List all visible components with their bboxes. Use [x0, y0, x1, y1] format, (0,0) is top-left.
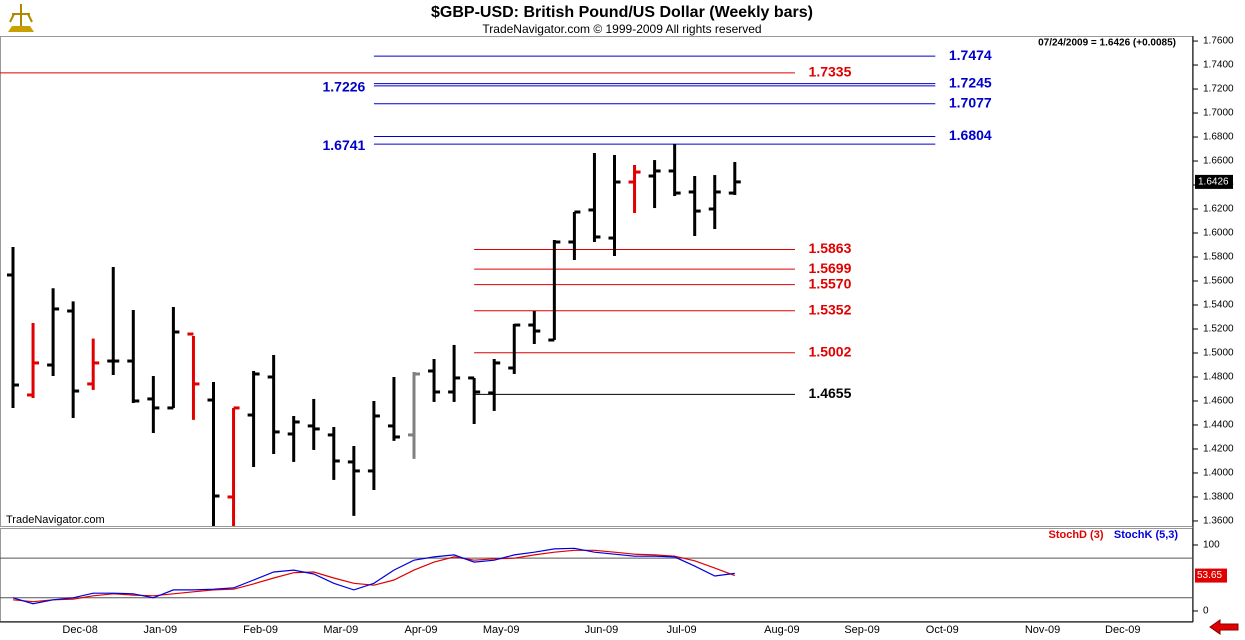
watermark: TradeNavigator.com: [6, 514, 105, 526]
last-value-badge: [1195, 568, 1227, 583]
x-tick-label: Dec-08: [62, 624, 97, 636]
level-label: 1.7474: [949, 47, 992, 63]
legend-entry: StochD (3): [1049, 529, 1104, 541]
x-tick-label: Nov-09: [1025, 624, 1060, 636]
x-tick-label: Jun-09: [585, 624, 619, 636]
x-tick-label: Jul-09: [667, 624, 697, 636]
y-tick-label: 1.3800: [1203, 492, 1234, 503]
level-label: 1.5352: [809, 301, 852, 317]
y-tick-label: 1.6000: [1203, 228, 1234, 239]
level-label: 1.7245: [949, 74, 992, 90]
level-label: 1.6804: [949, 127, 992, 143]
x-tick-label: Oct-09: [926, 624, 959, 636]
y-tick-label: 1.5200: [1203, 324, 1234, 335]
y-tick-label: 1.7200: [1203, 84, 1234, 95]
x-tick-label: Mar-09: [323, 624, 358, 636]
y-tick-label: 1.7000: [1203, 108, 1234, 119]
level-label: 1.5570: [809, 275, 852, 291]
y-tick-label: 1.6800: [1203, 132, 1234, 143]
y-tick-label: 1.4200: [1203, 444, 1234, 455]
legend-entry: StochK (5,3): [1114, 529, 1179, 541]
level-label: 1.5002: [809, 343, 852, 359]
last-price-badge: [1195, 174, 1233, 189]
y-tick-label: 1.7400: [1203, 60, 1234, 71]
y-tick-label: 1.4600: [1203, 396, 1234, 407]
y-tick-label: 100: [1203, 540, 1220, 551]
level-label: 1.7077: [949, 94, 992, 110]
x-tick-label: May-09: [483, 624, 520, 636]
level-label: 1.4655: [809, 385, 852, 401]
x-tick-label: Jan-09: [144, 624, 178, 636]
x-tick-label: Apr-09: [404, 624, 437, 636]
y-tick-label: 1.6600: [1203, 156, 1234, 167]
x-tick-label: Feb-09: [243, 624, 278, 636]
chart-title: $GBP-USD: British Pound/US Dollar (Weekl…: [431, 4, 813, 21]
price-info: 07/24/2009 = 1.6426 (+0.0085): [1038, 38, 1176, 49]
y-tick-label: 1.6200: [1203, 204, 1234, 215]
logo: [8, 4, 34, 32]
y-tick-label: 1.5400: [1203, 300, 1234, 311]
level-label: 1.7226: [322, 79, 365, 95]
y-tick-label: 1.4000: [1203, 468, 1234, 479]
y-tick-label: 1.5600: [1203, 276, 1234, 287]
y-tick-label: 1.7600: [1203, 36, 1234, 47]
y-tick-label: 0: [1203, 606, 1209, 617]
level-label: 1.5699: [809, 260, 852, 276]
stoch-line: [12, 547, 735, 605]
last-price-label: 1.6426: [1198, 177, 1229, 188]
y-tick-label: 1.4800: [1203, 372, 1234, 383]
y-tick-label: 1.3600: [1203, 516, 1234, 527]
y-tick-label: 1.5800: [1203, 252, 1234, 263]
level-label: 1.5863: [809, 240, 852, 256]
level-label: 1.7335: [809, 64, 852, 80]
chart-subtitle: TradeNavigator.com © 1999-2009 All right…: [482, 22, 761, 36]
x-tick-label: Dec-09: [1105, 624, 1140, 636]
level-label: 1.6741: [322, 137, 365, 153]
x-tick-label: Sep-09: [844, 624, 879, 636]
scroll-arrow[interactable]: [1209, 619, 1239, 635]
y-tick-label: 1.5000: [1203, 348, 1234, 359]
x-tick-label: Aug-09: [764, 624, 799, 636]
stoch-line: [12, 549, 736, 603]
y-tick-label: 1.4400: [1203, 420, 1234, 431]
last-value-label: 53.65: [1197, 570, 1222, 581]
